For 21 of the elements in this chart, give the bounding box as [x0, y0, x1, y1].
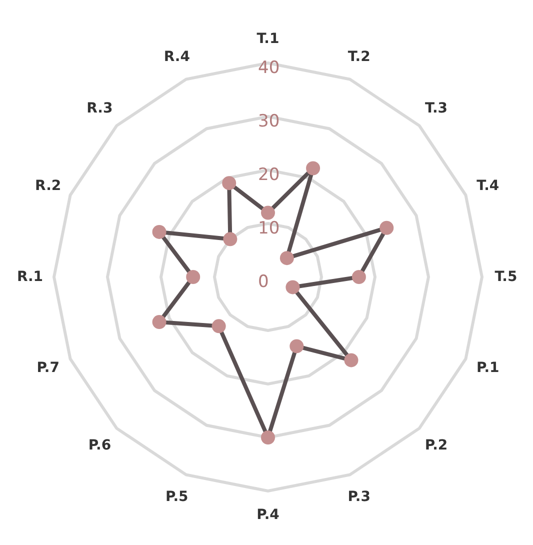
spoke-label: P.2	[424, 437, 448, 454]
y-tick-label: 10	[258, 218, 280, 238]
spoke-label: P.1	[476, 360, 500, 376]
spoke-label: T.3	[425, 100, 448, 117]
spoke-label: T.2	[348, 49, 370, 66]
y-tick-label: 40	[258, 58, 280, 78]
spoke-label: P.7	[36, 360, 60, 376]
spoke-label: P.4	[256, 507, 280, 523]
spoke-label: T.1	[256, 31, 280, 47]
spoke-label: T.5	[494, 269, 518, 285]
y-tick-label: 30	[258, 112, 280, 132]
spoke-label: R.1	[16, 269, 44, 285]
spoke-label: T.4	[476, 178, 500, 194]
spoke-label: R.2	[35, 178, 62, 194]
y-tick-label: 0	[258, 272, 269, 292]
y-tick-label: 20	[258, 165, 280, 185]
spoke-label: P.6	[88, 437, 112, 454]
spoke-label: R.3	[86, 100, 113, 117]
spoke-label: P.3	[348, 488, 370, 505]
spoke-label: P.5	[166, 488, 188, 505]
spoke-label: R.4	[164, 49, 190, 66]
